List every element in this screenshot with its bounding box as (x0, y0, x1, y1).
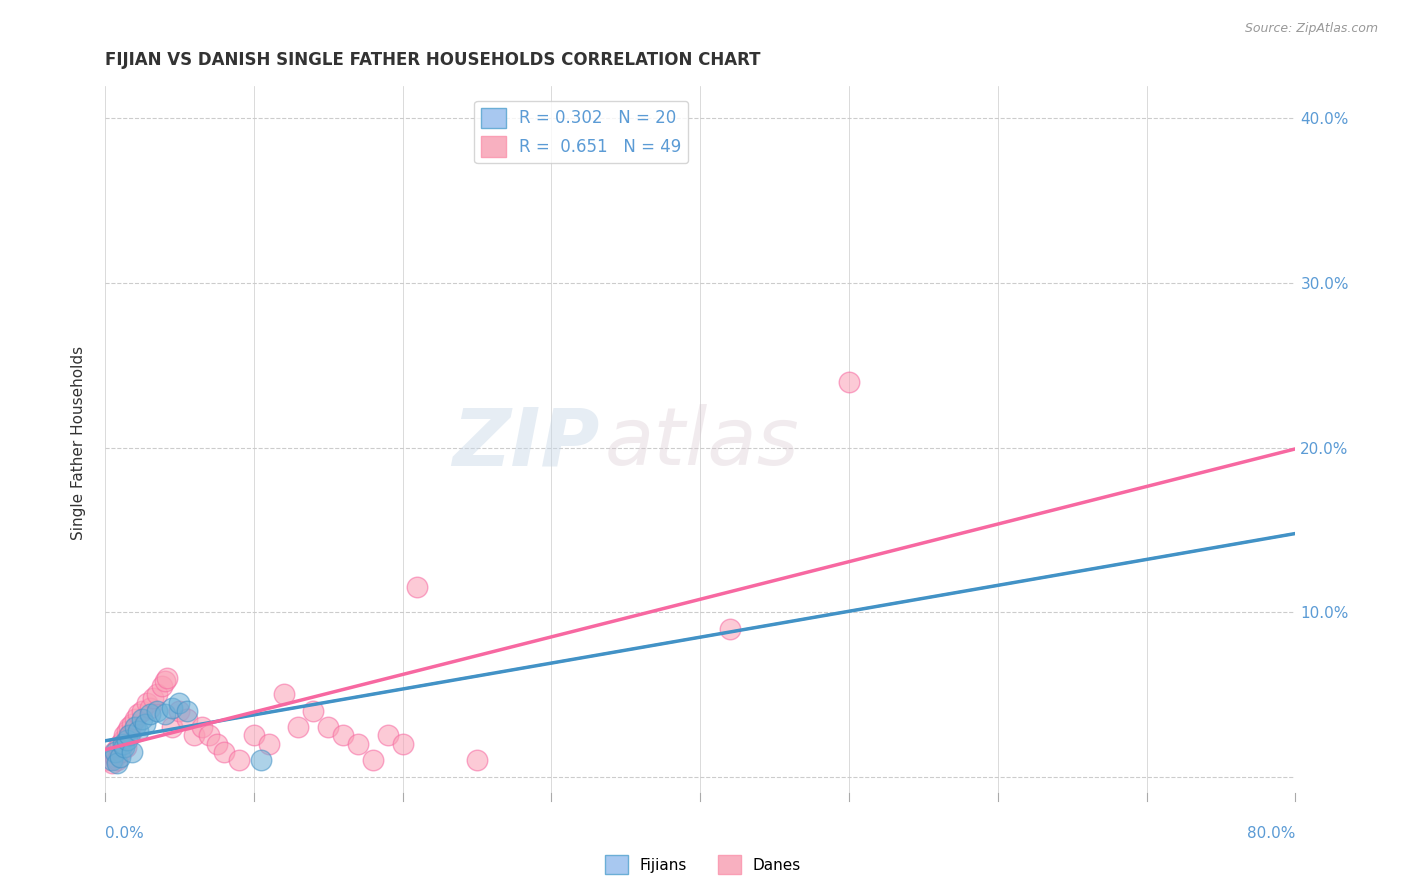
Point (391, 737, 413, 751)
Point (108, 737, 131, 751)
Point (105, 756, 128, 771)
Y-axis label: Single Father Households: Single Father Households (72, 346, 86, 541)
Point (250, 753, 273, 767)
Text: Source: ZipAtlas.com: Source: ZipAtlas.com (1244, 22, 1378, 36)
Point (131, 704, 153, 718)
Point (101, 753, 124, 767)
Point (104, 745, 127, 759)
Point (146, 704, 169, 718)
Point (127, 707, 149, 722)
Point (377, 729, 399, 743)
Point (160, 700, 183, 714)
Point (120, 729, 142, 743)
Legend: Fijians, Danes: Fijians, Danes (599, 849, 807, 880)
Point (198, 729, 221, 743)
Point (138, 700, 160, 714)
Point (118, 729, 141, 743)
Point (111, 737, 134, 751)
Text: 80.0%: 80.0% (1247, 826, 1295, 841)
Point (153, 674, 176, 689)
Point (98, 753, 121, 767)
Point (127, 723, 149, 738)
Point (287, 720, 309, 734)
Point (156, 671, 179, 685)
Point (112, 739, 135, 754)
Point (190, 720, 212, 734)
Point (121, 745, 143, 759)
Point (134, 717, 156, 731)
Point (176, 712, 198, 726)
Point (361, 753, 384, 767)
Point (101, 756, 124, 771)
Text: atlas: atlas (605, 404, 800, 483)
Point (138, 707, 160, 722)
Point (124, 720, 146, 734)
Point (146, 687, 169, 701)
Point (131, 712, 153, 726)
Point (153, 707, 176, 722)
Point (108, 750, 131, 764)
Point (316, 720, 339, 734)
Point (142, 690, 165, 705)
Point (117, 723, 139, 738)
Point (406, 581, 429, 595)
Point (465, 753, 488, 767)
Point (243, 729, 266, 743)
Point (107, 739, 129, 754)
Point (212, 745, 235, 759)
Point (121, 717, 143, 731)
Point (110, 745, 132, 759)
Point (183, 729, 205, 743)
Point (257, 737, 280, 751)
Point (114, 739, 136, 754)
Point (104, 750, 127, 764)
Point (176, 704, 198, 718)
Point (103, 745, 125, 759)
Point (118, 720, 141, 734)
Point (111, 733, 134, 747)
Point (135, 696, 157, 710)
Point (718, 622, 741, 636)
Legend: R = 0.302   N = 20, R =  0.651   N = 49: R = 0.302 N = 20, R = 0.651 N = 49 (474, 101, 688, 163)
Point (117, 733, 139, 747)
Point (838, 375, 860, 389)
Point (169, 704, 191, 718)
Point (347, 737, 370, 751)
Point (105, 753, 128, 767)
Point (205, 737, 228, 751)
Point (160, 720, 183, 734)
Point (332, 729, 354, 743)
Point (112, 729, 135, 743)
Point (150, 679, 173, 693)
Point (302, 704, 325, 718)
Text: FIJIAN VS DANISH SINGLE FATHER HOUSEHOLDS CORRELATION CHART: FIJIAN VS DANISH SINGLE FATHER HOUSEHOLD… (105, 51, 761, 69)
Point (228, 753, 250, 767)
Text: 0.0%: 0.0% (105, 826, 143, 841)
Point (169, 696, 191, 710)
Point (273, 687, 295, 701)
Point (124, 712, 146, 726)
Text: ZIP: ZIP (451, 404, 599, 483)
